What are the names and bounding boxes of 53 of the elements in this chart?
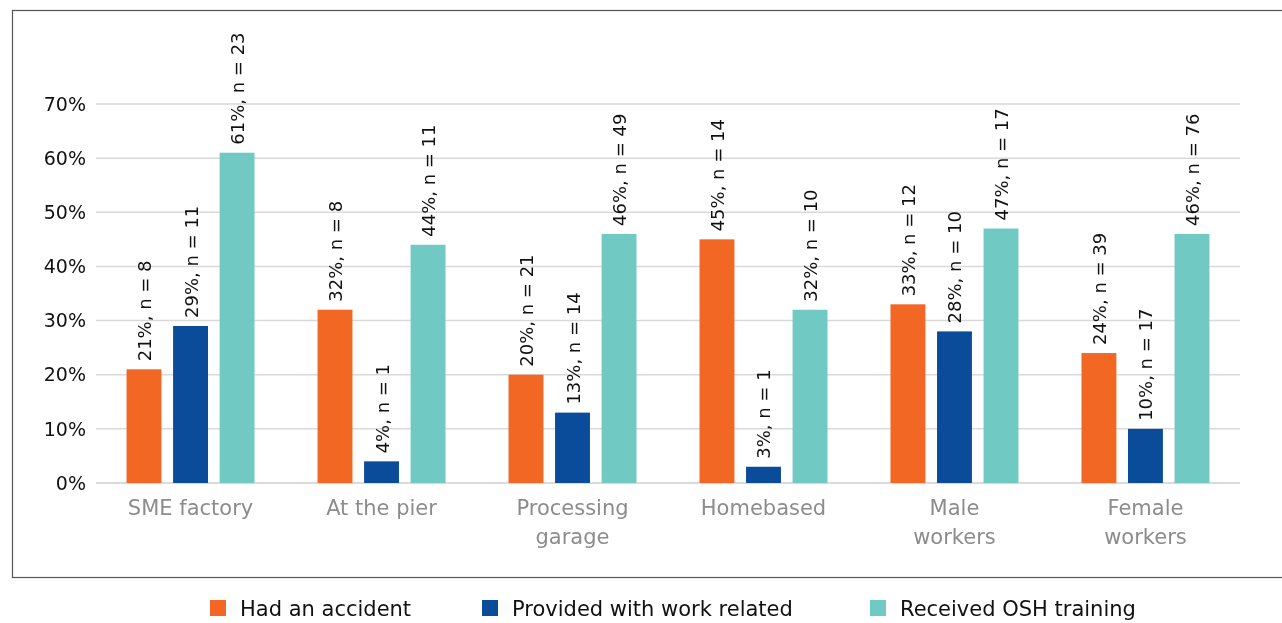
bar xyxy=(1081,353,1117,483)
x-tick-label: At the pier xyxy=(326,496,438,520)
data-label: 29%, n = 11 xyxy=(180,205,202,318)
y-tick-label: 70% xyxy=(43,92,86,115)
data-label: 13%, n = 14 xyxy=(562,292,584,405)
legend-label: Received OSH training xyxy=(900,597,1136,621)
x-tick-label: Homebased xyxy=(700,496,827,520)
bar xyxy=(983,228,1019,483)
x-tick-label: Processing garage xyxy=(516,496,629,549)
y-tick-label: 0% xyxy=(55,471,86,494)
legend-label: Had an accident xyxy=(240,597,412,621)
data-label: 33%, n = 12 xyxy=(897,184,919,297)
x-tick-label: Male workers xyxy=(913,496,996,549)
x-tick-label: Female workers xyxy=(1104,496,1187,549)
y-tick-label: 40% xyxy=(43,255,86,278)
data-label: 20%, n = 21 xyxy=(515,254,537,367)
bar xyxy=(937,331,972,483)
data-label: 3%, n = 1 xyxy=(753,369,775,459)
data-label: 4%, n = 1 xyxy=(371,363,393,454)
bar xyxy=(746,466,781,483)
data-label: 10%, n = 17 xyxy=(1135,308,1157,421)
bar xyxy=(699,239,735,483)
bar xyxy=(126,369,162,483)
bar xyxy=(364,461,399,483)
data-label: 32%, n = 8 xyxy=(324,200,346,302)
bar xyxy=(508,374,544,483)
data-label: 45%, n = 14 xyxy=(706,119,728,232)
bar xyxy=(173,325,208,483)
bar xyxy=(890,304,926,483)
y-tick-label: 30% xyxy=(43,309,86,332)
data-label: 46%, n = 76 xyxy=(1181,113,1203,226)
data-label: 44%, n = 11 xyxy=(418,124,440,237)
data-label: 61%, n = 23 xyxy=(227,32,249,145)
x-tick-label: SME factory xyxy=(127,496,254,520)
data-label: 47%, n = 17 xyxy=(991,108,1013,221)
data-label: 46%, n = 49 xyxy=(609,113,631,226)
data-label: 28%, n = 10 xyxy=(944,211,966,324)
bar xyxy=(410,244,446,483)
bar xyxy=(792,309,828,483)
data-label: 32%, n = 10 xyxy=(800,189,822,302)
bar xyxy=(555,412,590,483)
bar xyxy=(601,233,637,483)
y-tick-label: 50% xyxy=(43,200,86,223)
data-label: 24%, n = 39 xyxy=(1088,232,1110,346)
y-tick-label: 10% xyxy=(43,417,86,440)
y-tick-label: 20% xyxy=(43,363,86,386)
legend-label: Provided with work related xyxy=(512,597,793,621)
bar xyxy=(1174,233,1210,483)
data-label: 21%, n = 8 xyxy=(134,260,156,362)
bar xyxy=(1128,428,1163,483)
y-tick-label: 60% xyxy=(43,146,86,169)
bar xyxy=(317,309,353,483)
bar xyxy=(219,152,255,483)
